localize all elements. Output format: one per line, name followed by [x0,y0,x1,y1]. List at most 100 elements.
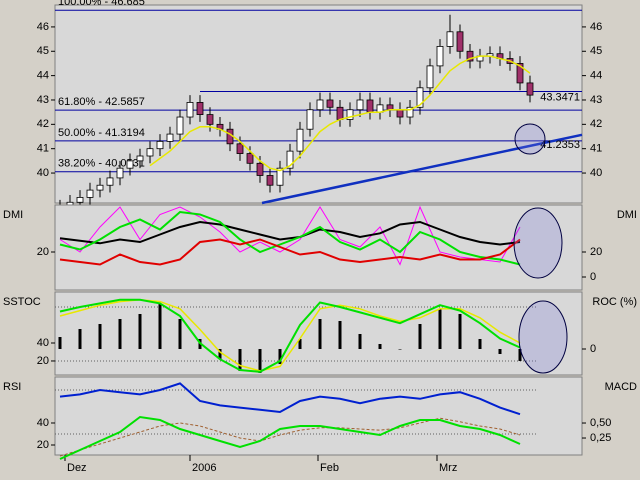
y-tick-label: 45 [37,45,49,57]
panel [54,376,583,456]
bar [398,349,402,350]
marker-label: 41.2353 [540,139,580,151]
candle-body [516,63,524,84]
candle-body [256,162,264,176]
x-tick-label: Mrz [439,462,457,474]
candle-body [156,140,164,150]
bar [318,319,322,349]
level-label: 50.00% - 41.3194 [58,127,145,139]
y-tick-label: 0 [590,271,596,283]
y-tick-label: 46 [590,21,602,33]
y-tick-label: 0,50 [590,417,611,429]
candle-body [126,160,134,169]
y-tick-label: 43 [37,94,49,106]
candle-body [196,102,204,115]
panel-title: RSI [3,381,21,393]
y-tick-label: 40 [590,167,602,179]
candle-body [336,106,344,120]
candle-body [396,109,404,118]
candle-body [466,50,474,62]
panel-title: ROC (%) [592,296,637,308]
bar [238,349,242,371]
candle-body [366,99,374,113]
series-line [59,298,521,373]
series-line [59,220,521,246]
candle-body [266,175,274,186]
panel-title: SSTOC [3,296,41,308]
bar [418,324,422,349]
y-tick-label: 45 [590,45,602,57]
panel [54,204,583,291]
series-line [149,55,531,172]
candle-body [96,184,104,191]
y-tick-label: 40 [37,167,49,179]
candle-body [446,31,454,47]
level-label: 61.80% - 42.5857 [58,96,145,108]
highlight-circle [514,123,546,155]
bar [478,339,482,349]
y-tick-label: 44 [37,70,49,82]
y-tick-label: 20 [590,246,602,258]
x-tick-label: Feb [320,462,339,474]
candle-body [426,65,434,89]
candle-body [286,150,294,169]
y-tick-label: 42 [590,118,602,130]
candle-body [136,155,144,162]
candle-body [406,106,414,118]
bar [158,304,162,349]
y-tick-label: 42 [37,118,49,130]
bar [178,319,182,349]
y-tick-label: 40 [37,417,49,429]
y-tick-label: 0 [590,343,596,355]
candle-body [316,99,324,111]
panel-title: MACD [605,381,637,393]
candle-body [166,133,174,142]
level-label: 100.00% - 46.685 [58,0,145,8]
bar [278,349,282,364]
candle-body [206,114,214,125]
bar [98,324,102,349]
y-tick-label: 0,25 [590,432,611,444]
y-tick-label: 41 [590,143,602,155]
candle-body [526,82,534,96]
candle-body [116,167,124,179]
bar [378,344,382,349]
candle-body [146,148,154,157]
candle-body [416,87,424,108]
y-tick-label: 41 [37,143,49,155]
y-tick-label: 20 [37,355,49,367]
y-tick-label: 20 [37,439,49,451]
series-line [59,382,521,416]
x-tick-label: Dez [67,462,87,474]
y-tick-label: 44 [590,70,602,82]
candle-body [236,143,244,154]
candle-body [456,31,464,52]
series-line [59,210,521,266]
y-tick-label: 43 [590,94,602,106]
bar [78,329,82,349]
series-line [59,417,521,457]
bar [358,334,362,349]
candle-body [76,196,84,203]
candle-body [436,46,444,67]
bar [438,309,442,349]
y-tick-label: 20 [37,246,49,258]
series-line [59,205,521,266]
series-line [59,415,521,460]
y-tick-label: 40 [37,337,49,349]
panel-title: DMI [617,209,637,221]
x-tick-label: 2006 [192,462,216,474]
candle-body [106,177,114,186]
candle-body [246,153,254,164]
bar [258,349,262,373]
candle-body [356,99,364,111]
candle-body [326,99,334,108]
panel-title: DMI [3,209,23,221]
level-label: 43.3471 [540,91,580,103]
candle-body [346,109,354,120]
candle-body [86,189,94,198]
candle-body [186,102,194,118]
trendline [261,133,583,205]
bar [58,337,62,349]
